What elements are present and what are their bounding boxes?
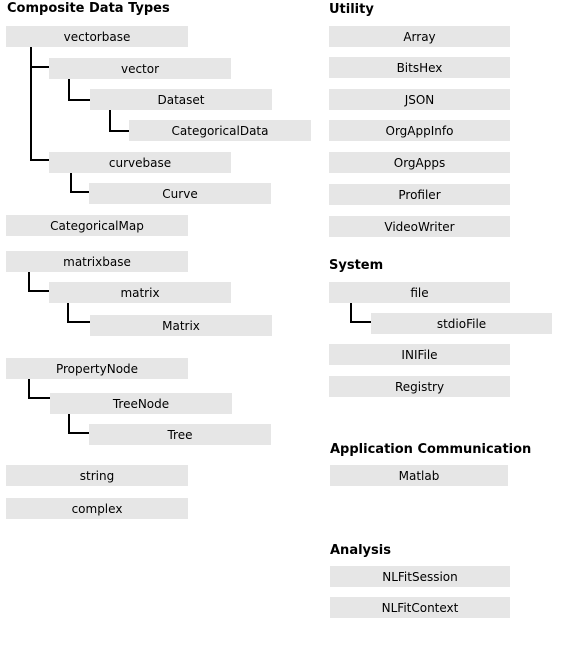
- class-box-nlfitcontext[interactable]: NLFitContext: [330, 597, 510, 618]
- connector-to-treenode: [28, 397, 50, 399]
- analysis-heading: Analysis: [330, 543, 391, 558]
- class-box-profiler[interactable]: Profiler: [329, 184, 510, 205]
- connector-to-categoricaldata: [109, 130, 129, 132]
- connector-propertynode-trunk: [28, 379, 30, 399]
- class-box-curvebase[interactable]: curvebase: [49, 152, 231, 173]
- class-box-bitshex[interactable]: BitsHex: [329, 57, 510, 78]
- connector-to-curve: [70, 191, 89, 193]
- class-box-stdiofile[interactable]: stdioFile: [371, 313, 552, 334]
- class-box-json[interactable]: JSON: [329, 89, 510, 110]
- class-box-inifile[interactable]: INIFile: [329, 344, 510, 365]
- utility-heading: Utility: [329, 2, 374, 17]
- connector-to-dataset: [68, 99, 90, 101]
- composite-data-types-heading: Composite Data Types: [7, 1, 170, 16]
- system-heading: System: [329, 258, 384, 273]
- class-box-file[interactable]: file: [329, 282, 510, 303]
- connector-matrixbase-trunk: [28, 272, 30, 292]
- connector-to-stdiofile: [350, 321, 371, 323]
- class-box-categoricaldata[interactable]: CategoricalData: [129, 120, 311, 141]
- class-box-nlfitsession[interactable]: NLFitSession: [330, 566, 510, 587]
- application-communication-heading: Application Communication: [330, 442, 532, 457]
- connector-to-matrix: [28, 290, 49, 292]
- class-box-complex[interactable]: complex: [6, 498, 188, 519]
- connector-to-vector: [30, 66, 49, 68]
- class-box-string[interactable]: string: [6, 465, 188, 486]
- connector-vector-trunk: [68, 79, 70, 101]
- class-box-matrixbase[interactable]: matrixbase: [6, 251, 188, 272]
- connector-curvebase-trunk: [70, 173, 72, 193]
- connector-vectorbase-trunk: [30, 47, 32, 161]
- class-box-categoricalmap[interactable]: CategoricalMap: [6, 215, 188, 236]
- connector-treenode-trunk: [68, 414, 70, 434]
- class-box-treenode[interactable]: TreeNode: [50, 393, 232, 414]
- class-box-orgapps[interactable]: OrgApps: [329, 152, 510, 173]
- class-box-vectorbase[interactable]: vectorbase: [6, 26, 188, 47]
- class-box-orgappinfo[interactable]: OrgAppInfo: [329, 120, 510, 141]
- class-box-registry[interactable]: Registry: [329, 376, 510, 397]
- class-box-array[interactable]: Array: [329, 26, 510, 47]
- class-box-matrix-capital[interactable]: Matrix: [90, 315, 272, 336]
- connector-to-matrix-capital: [67, 321, 90, 323]
- connector-to-tree: [68, 432, 89, 434]
- class-box-matrix[interactable]: matrix: [49, 282, 231, 303]
- connector-file-trunk: [350, 303, 352, 323]
- class-box-tree[interactable]: Tree: [89, 424, 271, 445]
- class-box-curve[interactable]: Curve: [89, 183, 271, 204]
- connector-matrix-trunk: [67, 303, 69, 323]
- connector-dataset-trunk: [109, 110, 111, 132]
- connector-to-curvebase: [30, 159, 49, 161]
- class-box-dataset[interactable]: Dataset: [90, 89, 272, 110]
- class-box-matlab[interactable]: Matlab: [330, 465, 508, 486]
- class-box-propertynode[interactable]: PropertyNode: [6, 358, 188, 379]
- class-box-videowriter[interactable]: VideoWriter: [329, 216, 510, 237]
- class-box-vector[interactable]: vector: [49, 58, 231, 79]
